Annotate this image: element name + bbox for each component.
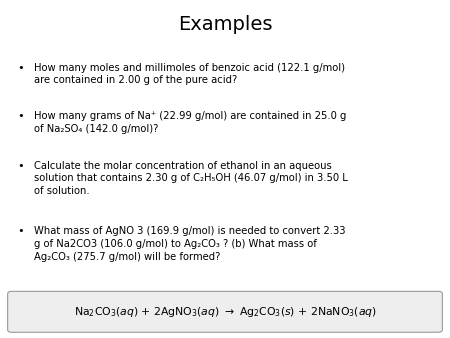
Text: How many moles and millimoles of benzoic acid (122.1 g/mol)
are contained in 2.0: How many moles and millimoles of benzoic… xyxy=(34,63,345,85)
Text: How many grams of Na⁺ (22.99 g/mol) are contained in 25.0 g
of Na₂SO₄ (142.0 g/m: How many grams of Na⁺ (22.99 g/mol) are … xyxy=(34,111,346,134)
Text: Calculate the molar concentration of ethanol in an aqueous
solution that contain: Calculate the molar concentration of eth… xyxy=(34,161,347,196)
Text: •: • xyxy=(17,161,24,171)
Text: •: • xyxy=(17,226,24,237)
Text: Na$_2$CO$_3$($aq$) + 2AgNO$_3$($aq$) $\rightarrow$ Ag$_2$CO$_3$($s$) + 2NaNO$_3$: Na$_2$CO$_3$($aq$) + 2AgNO$_3$($aq$) $\r… xyxy=(73,305,377,319)
Text: •: • xyxy=(17,63,24,73)
Text: •: • xyxy=(17,111,24,121)
Text: Examples: Examples xyxy=(178,15,272,34)
Text: What mass of AgNO 3 (169.9 g/mol) is needed to convert 2.33
g of Na2CO3 (106.0 g: What mass of AgNO 3 (169.9 g/mol) is nee… xyxy=(34,226,345,262)
FancyBboxPatch shape xyxy=(8,291,442,332)
